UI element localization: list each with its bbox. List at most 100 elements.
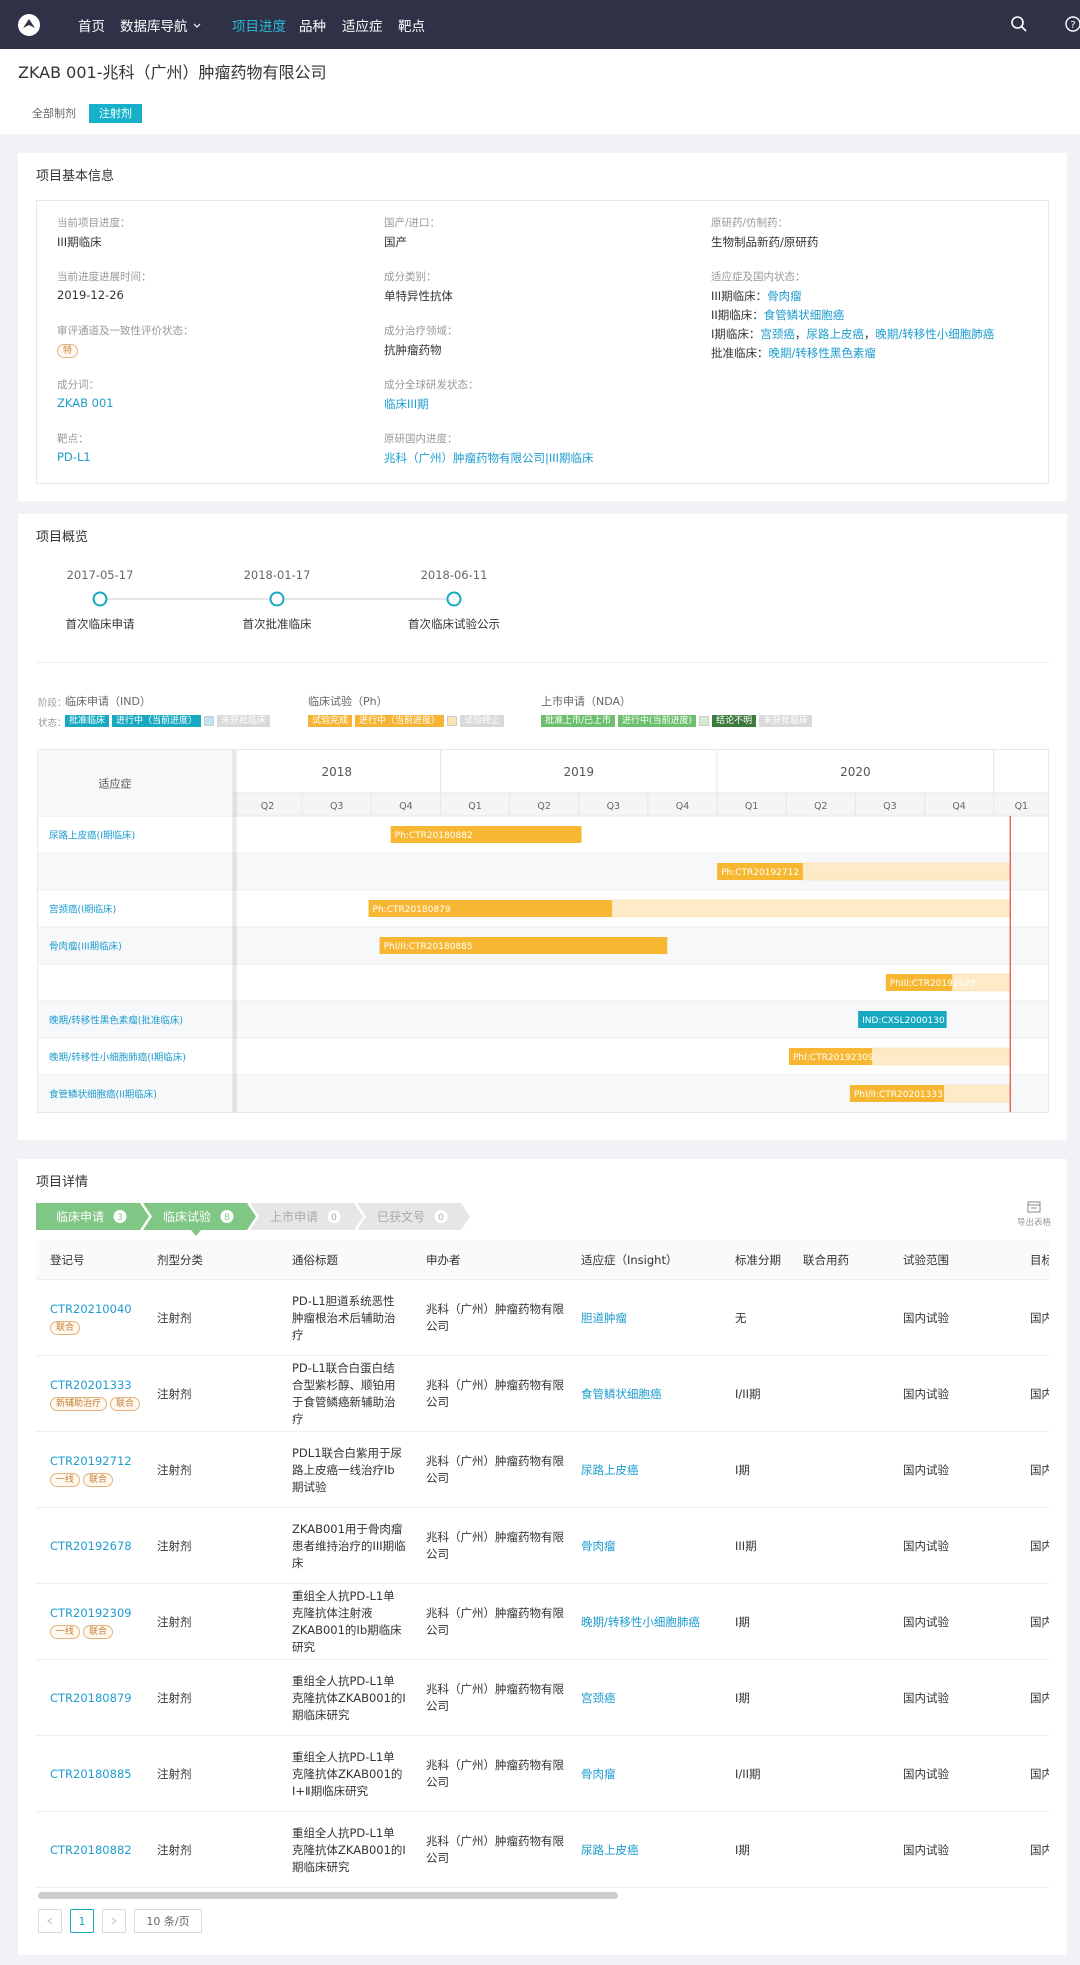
chevron bbox=[193, 23, 200, 28]
indication-link[interactable]: 食管鳞状细胞癌 bbox=[763, 308, 845, 322]
scrollbar[interactable] bbox=[38, 1892, 618, 1899]
value-link[interactable]: PD-L1 bbox=[57, 450, 91, 464]
bar-label: Ph:CTR20180879 bbox=[373, 905, 451, 915]
timeline-label: 首次临床试验公示 bbox=[408, 617, 500, 631]
target: 国内 bbox=[1030, 1842, 1049, 1857]
indication[interactable]: 宫颈癌 bbox=[581, 1690, 616, 1705]
pagination: 1 10 条/页 bbox=[38, 1909, 210, 1933]
registration-id[interactable]: CTR20192712 bbox=[50, 1454, 132, 1468]
title: PDL1联合白紫用于尿路上皮癌一线治疗Ib期试验 bbox=[292, 1445, 403, 1494]
quarter-label: Q1 bbox=[745, 801, 759, 812]
form-cell: 注射剂 bbox=[157, 1660, 247, 1736]
indication[interactable]: 尿路上皮癌 bbox=[581, 1462, 639, 1477]
column-header: 剂型分类 bbox=[157, 1253, 203, 1267]
registration-id[interactable]: CTR20192309 bbox=[50, 1606, 132, 1620]
value-text: 国产 bbox=[384, 235, 407, 249]
quarter-row-bg bbox=[233, 793, 1049, 816]
indication[interactable]: 胆道肿瘤 bbox=[581, 1310, 627, 1325]
sponsor: 兆科（广州）肿瘤药物有限公司 bbox=[426, 1682, 564, 1713]
stage-tab[interactable] bbox=[36, 1203, 149, 1230]
tag: 联合 bbox=[50, 1321, 81, 1335]
indication-link[interactable]: 骨肉瘤 bbox=[767, 289, 802, 303]
indication[interactable]: 尿路上皮癌 bbox=[581, 1842, 639, 1857]
title-cell: 重组全人抗PD-L1单克隆抗体ZKAB001的Ⅰ+Ⅱ期临床研究 bbox=[292, 1736, 406, 1812]
phase: I/II期 bbox=[735, 1766, 761, 1781]
export-icon bbox=[1027, 1201, 1041, 1213]
year-label: 2020 bbox=[840, 765, 871, 779]
timeline-node bbox=[92, 591, 108, 607]
bar bbox=[788, 1048, 872, 1065]
scope: 国内试验 bbox=[903, 1766, 949, 1781]
nav-item[interactable]: 靶点 bbox=[398, 19, 425, 35]
field-value: 单特异性抗体 bbox=[384, 288, 453, 304]
scope-cell: 国内试验 bbox=[903, 1432, 1013, 1508]
indication-link[interactable]: 晚期/转移性小细胞肺癌 bbox=[875, 327, 995, 341]
bar-label: PhI/II:CTR20201333 bbox=[854, 1090, 943, 1100]
registration-id[interactable]: CTR20192678 bbox=[50, 1538, 132, 1553]
registration-id[interactable]: CTR20201333 bbox=[50, 1378, 132, 1392]
nav-item[interactable]: 首页 bbox=[78, 19, 105, 35]
prev-page[interactable] bbox=[38, 1909, 62, 1933]
phase-cell: I期 bbox=[735, 1660, 795, 1736]
registration-id[interactable]: CTR20180882 bbox=[50, 1842, 132, 1857]
value-text: 单特异性抗体 bbox=[384, 289, 453, 303]
value-link[interactable]: ZKAB 001 bbox=[57, 396, 114, 410]
ongoing-bar bbox=[802, 862, 1011, 881]
title: ZKAB001用于骨肉瘤患者维持治疗的III期临床 bbox=[292, 1521, 406, 1570]
bar-label: PhI/II:CTR20180885 bbox=[384, 942, 473, 952]
formulation-tab[interactable]: 全部制剂 bbox=[32, 107, 76, 120]
registration-id[interactable]: CTR20210040 bbox=[50, 1302, 132, 1316]
column-header: 适应症（Insight） bbox=[581, 1253, 678, 1267]
help-icon[interactable]: ? bbox=[1064, 15, 1080, 33]
stage-tab[interactable] bbox=[357, 1203, 470, 1230]
tag: 一线 bbox=[50, 1473, 81, 1487]
indication-link[interactable]: 尿路上皮癌 bbox=[806, 327, 864, 341]
formulation-tab[interactable]: 注射剂 bbox=[89, 104, 142, 123]
indication-link[interactable]: 晚期/转移性黑色素瘤 bbox=[768, 346, 876, 360]
stage-tab[interactable] bbox=[250, 1203, 363, 1230]
search-icon[interactable] bbox=[1010, 15, 1028, 33]
table-row: CTR20210040 联合 注射剂 PD-L1胆道系统恶性肿瘤根治术后辅助治疗 兆科（… bbox=[36, 1280, 1049, 1356]
indication[interactable]: 食管鳞状细胞癌 bbox=[581, 1386, 662, 1401]
target: 国内 bbox=[1030, 1614, 1049, 1629]
indication[interactable]: 晚期/转移性小细胞肺癌 bbox=[581, 1614, 700, 1629]
column-shadow bbox=[233, 749, 237, 1113]
value-text: 抗肿瘤药物 bbox=[384, 343, 442, 357]
value-link[interactable]: 临床III期 bbox=[384, 397, 429, 411]
form: 注射剂 bbox=[157, 1386, 192, 1401]
field-label: 靶点： bbox=[57, 433, 89, 445]
tag: 一线 bbox=[50, 1625, 81, 1639]
value-link[interactable]: 兆科（广州）肿瘤药物有限公司|III期临床 bbox=[384, 451, 594, 465]
page-size[interactable]: 10 条/页 bbox=[134, 1909, 202, 1933]
indication-label: 食管鳞状细胞癌(II期临床) bbox=[49, 1089, 157, 1101]
status-row: 试验完成 进行中（当前进度） 试验终止 bbox=[308, 715, 507, 727]
registration-id[interactable]: CTR20180885 bbox=[50, 1766, 132, 1781]
tab-count: 8 bbox=[224, 1213, 230, 1223]
timeline-label: 首次批准临床 bbox=[242, 617, 312, 631]
next-page[interactable] bbox=[102, 1909, 126, 1933]
ongoing-bar bbox=[611, 899, 1011, 918]
indication[interactable]: 骨肉瘤 bbox=[581, 1538, 616, 1553]
logo[interactable] bbox=[17, 13, 41, 37]
indication[interactable]: 骨肉瘤 bbox=[581, 1766, 616, 1781]
page-number[interactable]: 1 bbox=[70, 1909, 94, 1933]
nav-item[interactable]: 品种 bbox=[299, 19, 326, 35]
form: 注射剂 bbox=[157, 1614, 192, 1629]
form-cell: 注射剂 bbox=[157, 1356, 247, 1432]
title-cell: 重组全人抗PD-L1单克隆抗体ZKAB001的Ⅰ期临床研究 bbox=[292, 1812, 406, 1888]
indication-cell: 尿路上皮癌 bbox=[581, 1432, 731, 1508]
indication-link[interactable]: 宫颈癌 bbox=[760, 327, 795, 341]
export-button[interactable]: 导出表格 bbox=[1014, 1201, 1054, 1228]
registration-id[interactable]: CTR20180879 bbox=[50, 1690, 132, 1705]
field-value: 国产 bbox=[384, 234, 407, 250]
nav-item[interactable]: 项目进度 bbox=[232, 19, 286, 35]
form-cell: 注射剂 bbox=[157, 1584, 247, 1660]
nav-item[interactable]: 适应症 bbox=[342, 19, 383, 35]
stage-tab[interactable] bbox=[143, 1203, 256, 1230]
nav-item[interactable]: 数据库导航 bbox=[120, 15, 202, 35]
divider bbox=[36, 662, 1049, 663]
status-badge: 未获批临床 bbox=[759, 715, 813, 727]
header: ZKAB 001-兆科（广州）肿瘤药物有限公司 全部制剂 注射剂 bbox=[0, 49, 1080, 134]
field-label: 原研药/仿制药： bbox=[711, 217, 789, 229]
stage-label: 阶段： bbox=[38, 698, 67, 709]
